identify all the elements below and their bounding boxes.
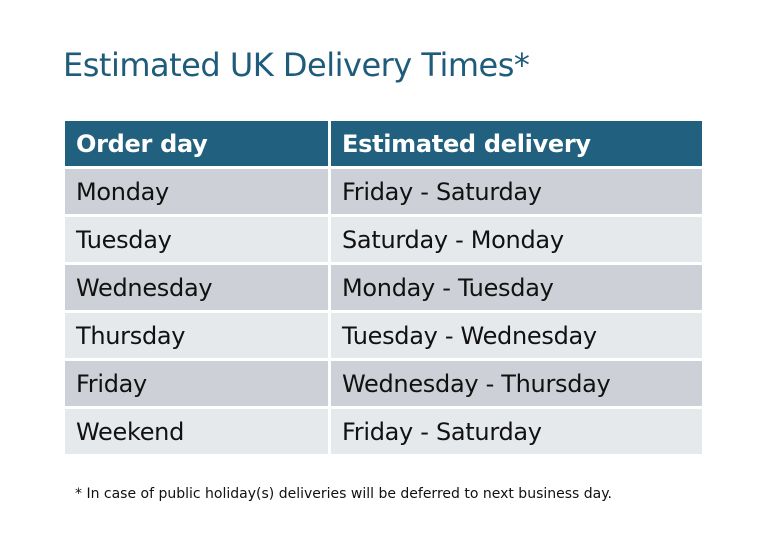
order-day-cell: Tuesday (65, 217, 328, 262)
order-day-cell: Weekend (65, 409, 328, 454)
table-row: Tuesday Saturday - Monday (65, 217, 702, 262)
order-day-cell: Thursday (65, 313, 328, 358)
page-title: Estimated UK Delivery Times* (63, 46, 530, 84)
table-header-row: Order day Estimated delivery (65, 121, 702, 166)
delivery-cell: Friday - Saturday (331, 169, 702, 214)
footnote: * In case of public holiday(s) deliverie… (75, 486, 612, 502)
table-row: Friday Wednesday - Thursday (65, 361, 702, 406)
delivery-table: Order day Estimated delivery Monday Frida… (62, 118, 705, 457)
order-day-cell: Monday (65, 169, 328, 214)
header-estimated-delivery: Estimated delivery (331, 121, 702, 166)
table-row: Monday Friday - Saturday (65, 169, 702, 214)
delivery-cell: Monday - Tuesday (331, 265, 702, 310)
table-row: Wednesday Monday - Tuesday (65, 265, 702, 310)
delivery-cell: Friday - Saturday (331, 409, 702, 454)
table-row: Thursday Tuesday - Wednesday (65, 313, 702, 358)
delivery-cell: Saturday - Monday (331, 217, 702, 262)
order-day-cell: Wednesday (65, 265, 328, 310)
delivery-cell: Tuesday - Wednesday (331, 313, 702, 358)
header-order-day: Order day (65, 121, 328, 166)
order-day-cell: Friday (65, 361, 328, 406)
delivery-cell: Wednesday - Thursday (331, 361, 702, 406)
table-row: Weekend Friday - Saturday (65, 409, 702, 454)
